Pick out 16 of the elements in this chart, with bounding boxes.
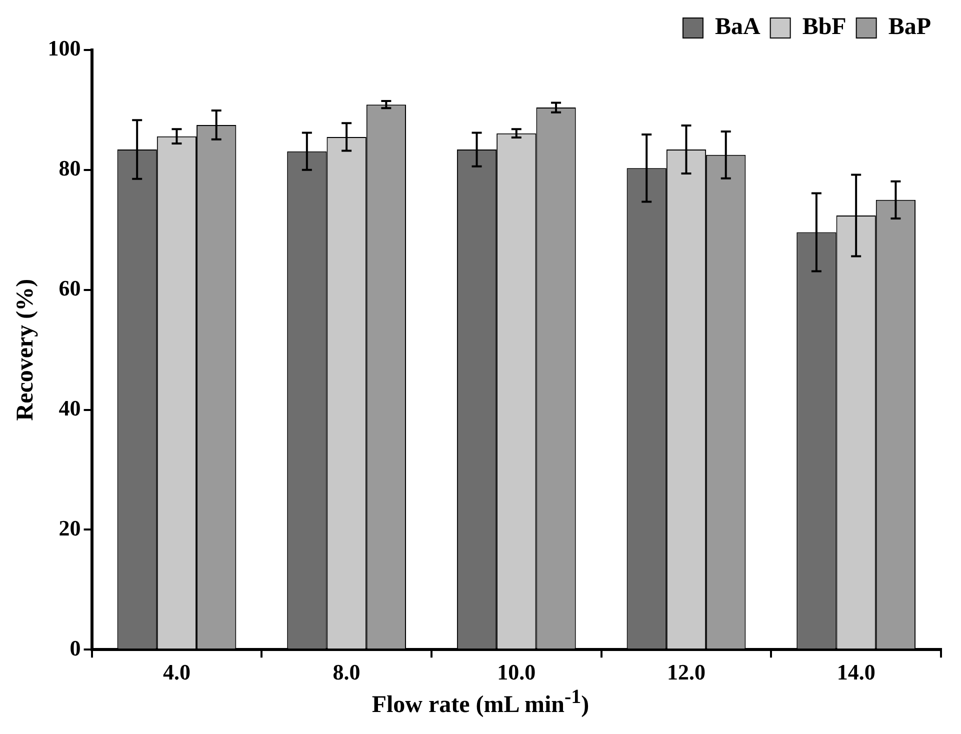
legend-label: BaA — [714, 14, 761, 40]
y-tick-label: 20 — [58, 515, 81, 540]
y-tick-label: 0 — [70, 635, 81, 660]
x-tick-label: 8.0 — [332, 659, 360, 684]
x-tick-label: 4.0 — [162, 659, 190, 684]
x-axis-title: Flow rate (mL min$^{-1}$) — [370, 686, 590, 719]
legend-label: BbF — [802, 14, 846, 40]
y-axis-title: Recovery (%) — [12, 278, 39, 421]
legend-label: BaP — [888, 14, 932, 40]
y-tick-label: 100 — [48, 36, 81, 61]
y-tick-label: 60 — [58, 276, 81, 301]
y-tick-label: 80 — [58, 156, 81, 181]
x-tick-label: 14.0 — [836, 659, 876, 684]
y-tick-label: 40 — [58, 395, 81, 420]
x-tick-label: 12.0 — [666, 659, 706, 684]
x-tick-label: 10.0 — [497, 659, 536, 684]
